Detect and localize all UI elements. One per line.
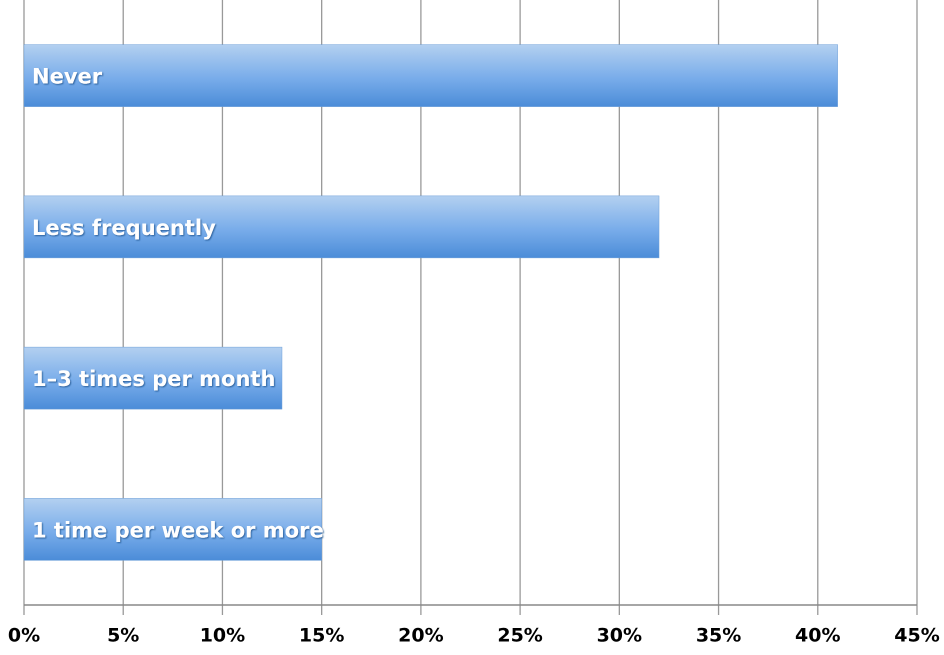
x-tick-label: 35% bbox=[696, 625, 741, 647]
bar bbox=[23, 44, 838, 107]
x-tick-label: 5% bbox=[107, 625, 139, 647]
x-tick-label: 45% bbox=[894, 625, 939, 647]
x-tick-label: 10% bbox=[200, 625, 245, 647]
x-tick-label: 0% bbox=[8, 625, 40, 647]
x-tick-label: 20% bbox=[398, 625, 443, 647]
bar bbox=[23, 195, 660, 259]
bar-label: Never bbox=[32, 65, 103, 89]
bar bbox=[23, 498, 322, 561]
bar bbox=[23, 346, 283, 410]
x-tick-label: 40% bbox=[795, 625, 840, 647]
bar-label: Less frequently bbox=[32, 216, 216, 240]
x-tick-label: 30% bbox=[597, 625, 642, 647]
bar-label: 1 time per week or more bbox=[32, 518, 324, 542]
x-tick-label: 15% bbox=[299, 625, 344, 647]
x-tick-label: 25% bbox=[497, 625, 542, 647]
bar-label: 1–3 times per month bbox=[32, 367, 275, 391]
